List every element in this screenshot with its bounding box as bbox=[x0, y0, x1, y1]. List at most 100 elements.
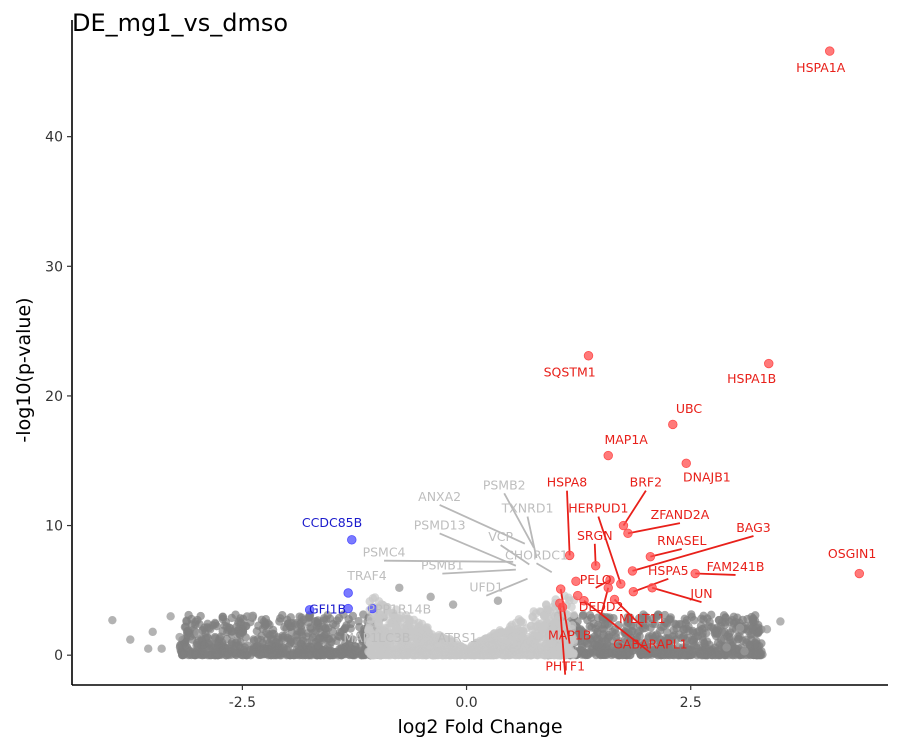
background-point bbox=[650, 619, 660, 629]
background-point bbox=[758, 650, 767, 659]
background-point bbox=[569, 610, 578, 620]
up-point bbox=[557, 602, 568, 612]
background-point bbox=[448, 600, 458, 609]
background-point bbox=[200, 623, 209, 632]
background-point bbox=[567, 602, 576, 612]
background-point bbox=[662, 628, 672, 637]
down-point bbox=[304, 605, 315, 615]
gene-label: HERPUD1 bbox=[568, 501, 628, 516]
gene-label: PSMB2 bbox=[483, 477, 526, 492]
up-point bbox=[616, 579, 626, 589]
background-point bbox=[733, 632, 743, 642]
gene-label: PELO bbox=[580, 572, 612, 587]
up-point bbox=[579, 596, 589, 606]
background-point bbox=[371, 638, 380, 648]
background-point bbox=[311, 617, 321, 626]
background-point bbox=[705, 617, 714, 627]
background-point bbox=[516, 636, 525, 645]
up-point bbox=[590, 561, 601, 571]
background-point bbox=[587, 623, 596, 632]
background-point bbox=[144, 644, 153, 653]
background-point bbox=[332, 636, 341, 646]
gene-label: CHORDC1 bbox=[505, 547, 568, 562]
up-point bbox=[764, 358, 774, 369]
connector-line bbox=[439, 532, 517, 567]
background-point bbox=[489, 633, 499, 642]
background-point bbox=[348, 611, 358, 621]
background-point bbox=[297, 627, 306, 637]
gene-label: ANXA2 bbox=[418, 489, 461, 504]
gene-label: VCP bbox=[488, 529, 513, 544]
connector-line bbox=[651, 586, 702, 604]
background-point bbox=[599, 630, 608, 639]
background-point bbox=[532, 631, 542, 640]
gene-label: JUN bbox=[689, 586, 712, 601]
x-axis-title: log2 Fold Change bbox=[397, 716, 562, 738]
up-point bbox=[627, 566, 638, 576]
background-point bbox=[549, 650, 558, 660]
background-point bbox=[345, 650, 354, 660]
background-point bbox=[420, 649, 429, 658]
background-point bbox=[243, 641, 252, 650]
background-point bbox=[314, 634, 324, 643]
up-point bbox=[564, 550, 575, 561]
gene-label: PSMC4 bbox=[363, 545, 406, 560]
background-point bbox=[627, 626, 637, 636]
gene-label: FAM241B bbox=[707, 559, 765, 574]
x-tick-label: 0.0 bbox=[455, 695, 477, 711]
background-point bbox=[537, 619, 547, 628]
background-point bbox=[541, 640, 551, 649]
background-point bbox=[698, 636, 708, 645]
background-point bbox=[366, 615, 375, 624]
background-point bbox=[593, 629, 602, 638]
background-point bbox=[182, 642, 192, 652]
up-point bbox=[825, 46, 835, 56]
background-point bbox=[749, 650, 758, 660]
down-point bbox=[347, 535, 357, 545]
background-point bbox=[297, 645, 306, 654]
connector-line bbox=[536, 562, 553, 573]
background-point bbox=[666, 613, 675, 622]
background-point bbox=[382, 610, 391, 619]
background-point bbox=[126, 635, 135, 644]
background-point bbox=[421, 623, 431, 632]
significant-points bbox=[304, 46, 865, 615]
background-point bbox=[367, 645, 377, 654]
connector-line bbox=[526, 516, 538, 559]
background-point bbox=[426, 592, 435, 602]
axis-ticks: -2.5 0.0 2.5 0 10 20 30 40 bbox=[45, 130, 702, 711]
up-point bbox=[854, 568, 865, 579]
connector-line bbox=[613, 598, 643, 628]
background-point bbox=[346, 619, 356, 629]
background-point bbox=[252, 642, 261, 652]
background-point bbox=[322, 629, 331, 638]
connector-line bbox=[622, 490, 647, 527]
background-point bbox=[157, 644, 166, 653]
background-point bbox=[275, 617, 284, 626]
background-point bbox=[541, 611, 550, 620]
background-point bbox=[662, 635, 672, 645]
background-point bbox=[399, 624, 408, 633]
background-point bbox=[370, 625, 380, 634]
gene-label: HSPA8 bbox=[547, 475, 588, 490]
chart-title: DE_mg1_vs_dmso bbox=[72, 9, 288, 37]
background-point bbox=[287, 618, 296, 628]
background-point bbox=[148, 627, 157, 637]
background-point bbox=[578, 611, 587, 620]
gene-label: MLLT11 bbox=[619, 611, 666, 626]
y-axis-title: -log10(p-value) bbox=[13, 297, 35, 442]
up-point bbox=[573, 590, 583, 601]
y-tick-label: 30 bbox=[45, 259, 63, 275]
gene-label: ATRS1 bbox=[438, 630, 478, 645]
axes bbox=[71, 20, 888, 686]
gene-label: HSPA1B bbox=[727, 371, 776, 386]
background-point bbox=[241, 650, 251, 660]
background-point bbox=[615, 645, 624, 655]
background-point bbox=[674, 648, 684, 658]
background-point bbox=[319, 650, 329, 660]
background-point bbox=[516, 616, 526, 626]
background-point bbox=[335, 628, 345, 637]
gene-label: PSMB1 bbox=[421, 558, 464, 573]
background-point bbox=[280, 631, 290, 641]
up-point bbox=[668, 419, 678, 430]
